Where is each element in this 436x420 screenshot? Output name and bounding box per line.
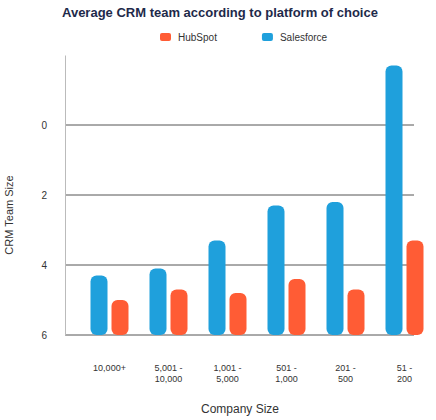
y-axis-title: CRM Team Size <box>3 175 15 254</box>
bar <box>268 206 285 336</box>
y-tick-label: 6 <box>41 330 47 341</box>
grid <box>65 125 414 335</box>
x-tick: 10,000+ <box>93 363 126 373</box>
bar <box>150 269 167 336</box>
legend-swatch <box>262 33 273 41</box>
x-tick-label-line: 1,000 <box>275 374 298 384</box>
y-axis-line <box>65 56 66 336</box>
grid-line <box>65 265 414 266</box>
y-tick: 4 <box>41 260 65 271</box>
y-tick: 2 <box>41 190 65 201</box>
x-tick-label: 501 -1,000 <box>275 363 298 384</box>
bar <box>91 276 108 336</box>
x-tick-label-line: 1,001 - <box>213 363 241 373</box>
bar <box>407 241 424 336</box>
bar <box>209 241 226 336</box>
y-tick-label: 2 <box>41 190 47 201</box>
bar <box>171 290 188 336</box>
bar <box>348 290 365 336</box>
legend-label: HubSpot <box>178 32 217 43</box>
bars <box>91 66 424 336</box>
x-tick-label-line: 500 <box>338 374 353 384</box>
title: Average CRM team according to platform o… <box>62 5 378 20</box>
y-tick: 0 <box>41 120 65 131</box>
chart: Average CRM team according to platform o… <box>0 0 436 420</box>
x-tick: 51 -200 <box>397 363 413 384</box>
bar <box>327 202 344 335</box>
x-tick-label-line: 10,000+ <box>93 363 126 373</box>
x-axis: 10,000+5,001 -10,0001,001 -5,000501 -1,0… <box>93 363 412 384</box>
y-tick-label: 4 <box>41 260 47 271</box>
x-tick-label: 51 -200 <box>397 363 413 384</box>
y-axis: 0 2 4 6 <box>41 56 65 341</box>
bar <box>386 66 403 336</box>
legend: HubSpot Salesforce <box>160 32 328 43</box>
x-tick-label-line: 51 - <box>397 363 413 373</box>
x-tick-label-line: 201 - <box>335 363 356 373</box>
y-tick-label: 0 <box>41 120 47 131</box>
x-tick-label-line: 5,001 - <box>154 363 182 373</box>
x-tick: 201 -500 <box>335 363 356 384</box>
grid-line <box>65 125 414 126</box>
grid-line <box>65 195 414 196</box>
x-tick-label: 201 -500 <box>335 363 356 384</box>
legend-swatch <box>160 33 171 41</box>
bar <box>289 279 306 335</box>
bar <box>230 293 247 335</box>
x-tick-label-line: 5,000 <box>216 374 239 384</box>
y-tick: 6 <box>41 330 65 341</box>
x-tick-label-line: 200 <box>397 374 412 384</box>
x-tick-label-line: 501 - <box>276 363 297 373</box>
x-tick-label-line: 10,000 <box>155 374 183 384</box>
x-tick-label: 5,001 -10,000 <box>154 363 182 384</box>
x-axis-title: Company Size <box>201 402 279 416</box>
x-tick: 5,001 -10,000 <box>154 363 182 384</box>
x-tick-label: 10,000+ <box>93 363 126 373</box>
bar <box>112 300 129 335</box>
legend-label: Salesforce <box>280 32 328 43</box>
x-tick-label: 1,001 -5,000 <box>213 363 241 384</box>
x-tick: 1,001 -5,000 <box>213 363 241 384</box>
x-tick: 501 -1,000 <box>275 363 298 384</box>
